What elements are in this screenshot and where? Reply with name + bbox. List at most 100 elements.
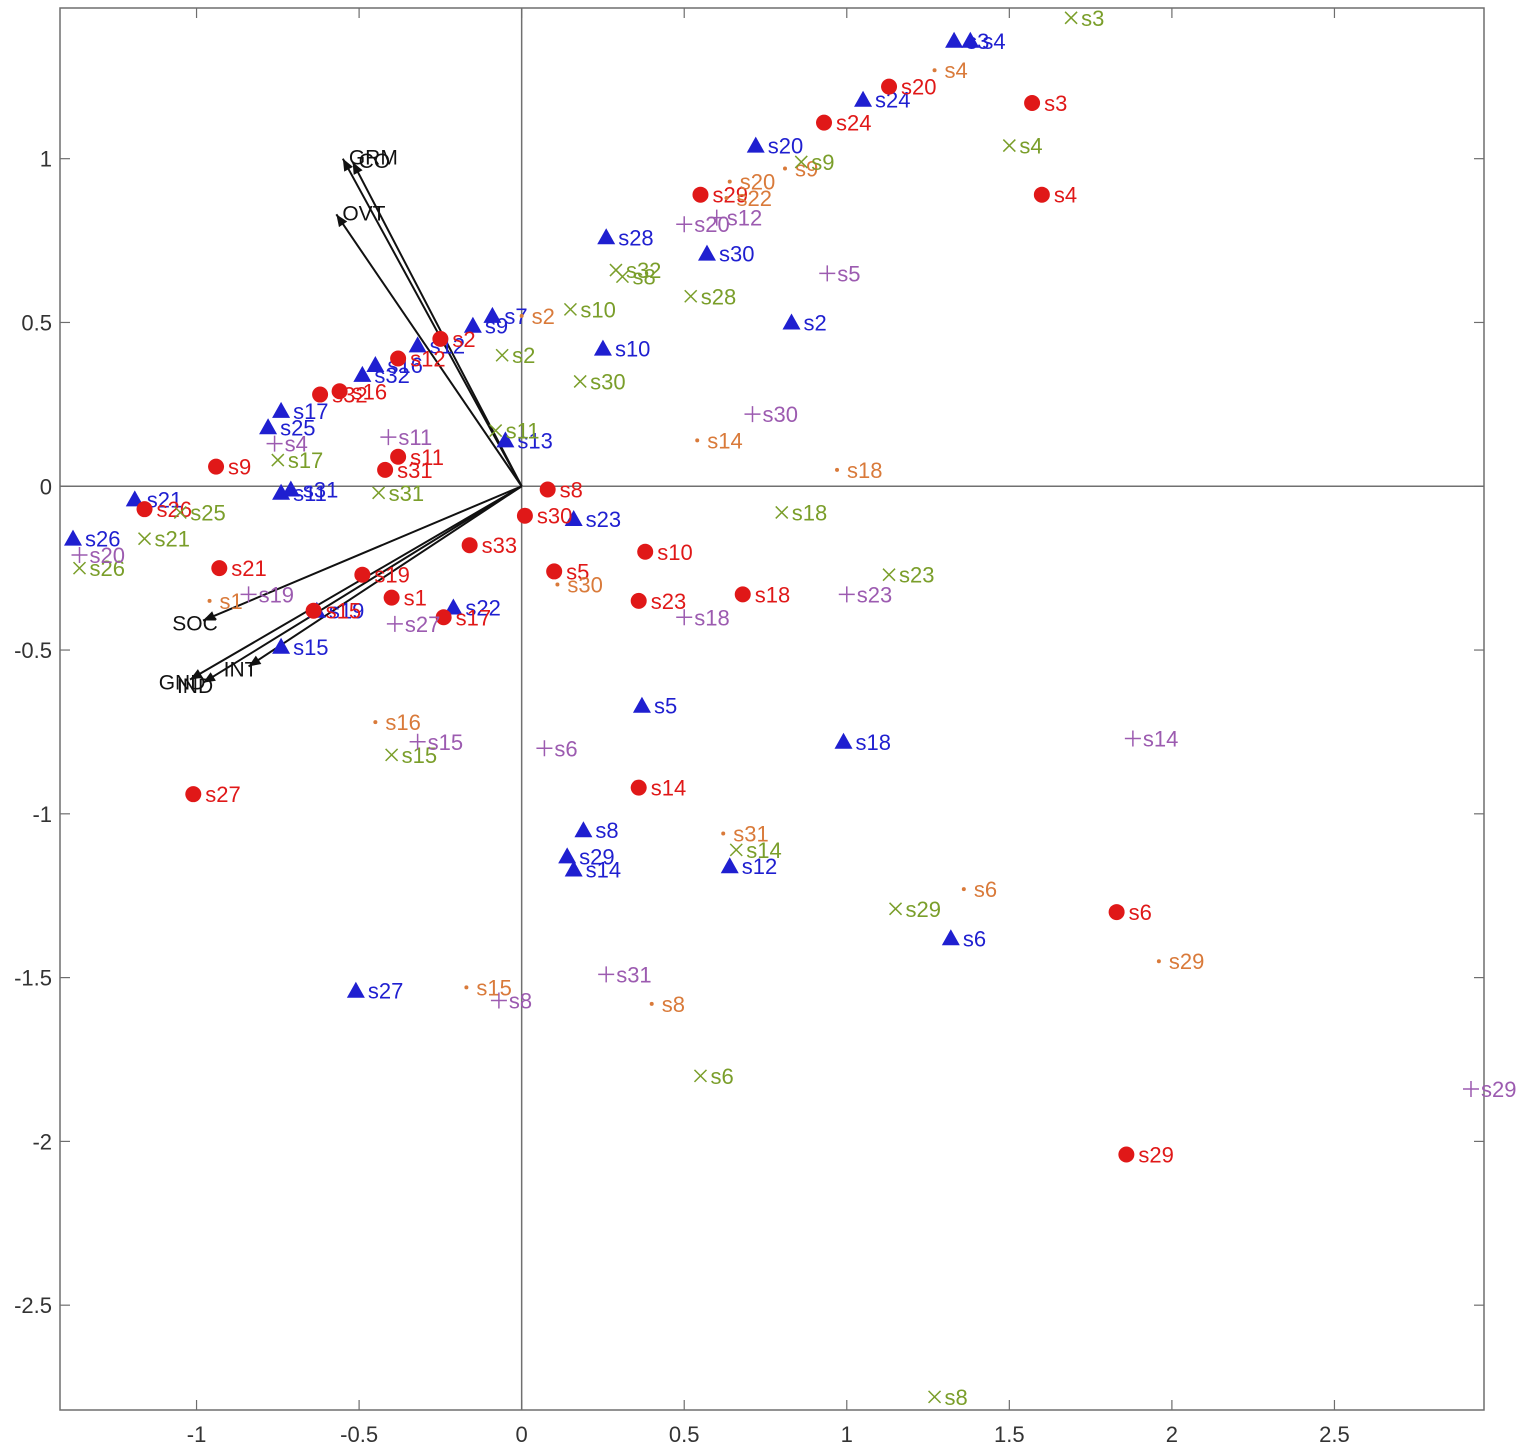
vector-arrow-head: [248, 655, 262, 667]
point-label: s22: [736, 186, 771, 211]
point-label: s6: [1129, 900, 1152, 925]
x-marker: [1002, 139, 1016, 153]
x-marker: [928, 1390, 942, 1404]
triangle-marker: [408, 336, 427, 353]
point-label: s30: [537, 504, 572, 529]
circle-marker: [516, 507, 533, 524]
point-label: s10: [657, 540, 692, 565]
x-marker: [615, 270, 629, 284]
point-label: s10: [615, 337, 650, 362]
x-marker: [271, 453, 285, 467]
plus-marker: [380, 429, 397, 446]
dot-marker: [555, 582, 560, 587]
triangle-marker: [366, 356, 385, 373]
point-label: s3: [1081, 6, 1104, 31]
triangle-marker: [125, 490, 144, 507]
x-marker: [137, 532, 152, 546]
point-label: s15: [476, 975, 511, 1000]
point-label: s21: [231, 556, 266, 581]
dot-marker: [519, 313, 524, 318]
point-label: s6: [554, 736, 577, 761]
point-label: s9: [485, 314, 508, 339]
triangle-marker: [632, 696, 651, 713]
x-marker: [794, 155, 808, 169]
triangle-marker: [782, 313, 801, 330]
triangle-marker: [746, 136, 765, 153]
vector-label: IND: [177, 675, 213, 698]
point-label: s15: [402, 743, 437, 768]
point-label: s11: [410, 445, 444, 470]
x-marker: [72, 561, 87, 575]
triangle-marker: [259, 418, 278, 435]
plus-marker: [240, 586, 257, 603]
circle-marker: [390, 448, 407, 465]
x-marker: [489, 424, 503, 438]
triangle-marker: [483, 306, 502, 323]
point-label: s18: [792, 500, 827, 525]
x-tick-label: 2: [1166, 1422, 1178, 1447]
vector-arrow-head: [336, 214, 348, 228]
dot-marker: [961, 887, 966, 892]
point-label: s25: [280, 415, 315, 440]
triangle-marker: [272, 401, 291, 418]
point-label: s26: [85, 527, 120, 552]
point-label: s19: [259, 582, 294, 607]
point-label: s2: [512, 343, 535, 368]
point-label: s33: [482, 533, 517, 558]
plus-marker: [838, 586, 855, 603]
dot-marker: [207, 598, 212, 603]
point-label: s18: [694, 605, 729, 630]
point-label: s31: [733, 821, 768, 846]
vector-label: SOC: [172, 613, 218, 636]
point-label: s29: [906, 897, 941, 922]
point-label: s29: [1138, 1142, 1173, 1167]
triangle-marker: [593, 339, 612, 356]
vector-arrow-shaft: [202, 485, 523, 622]
x-tick-label: 1.5: [994, 1422, 1025, 1447]
y-tick-label: -2.5: [14, 1293, 52, 1318]
point-label: s18: [856, 730, 891, 755]
circle-marker: [377, 461, 394, 478]
triangle-marker: [496, 431, 515, 448]
dot-marker: [464, 985, 469, 990]
triangle-marker: [834, 732, 853, 749]
y-tick-label: -1: [32, 802, 52, 827]
point-label: s20: [694, 212, 729, 237]
circle-marker: [136, 501, 153, 518]
point-label: s14: [746, 838, 781, 863]
triangle-marker: [697, 244, 716, 261]
point-label: s5: [837, 261, 860, 286]
triangle-marker: [346, 981, 365, 998]
triangle-marker: [281, 480, 300, 497]
point-label: s14: [586, 858, 621, 883]
point-label: s14: [1143, 726, 1178, 751]
x-marker: [563, 302, 577, 316]
point-label: s2: [532, 304, 555, 329]
vector-arrow-shaft: [189, 485, 523, 681]
point-label: s8: [945, 1385, 968, 1410]
point-label: s11: [293, 481, 327, 506]
point-label: s29: [1481, 1077, 1516, 1102]
point-label: s18: [755, 582, 790, 607]
point-label: s29: [579, 844, 614, 869]
dot-marker: [724, 195, 729, 200]
dot-marker: [721, 831, 726, 836]
circle-marker: [816, 114, 833, 131]
point-label: s12: [742, 854, 777, 879]
circle-marker: [630, 779, 647, 796]
plus-marker: [1124, 730, 1141, 747]
point-label: s5: [654, 694, 677, 719]
x-marker: [729, 843, 743, 857]
circle-marker: [539, 481, 556, 498]
point-label: s13: [517, 428, 552, 453]
vector-arrow-shaft: [248, 485, 523, 668]
plus-marker: [708, 209, 725, 226]
point-label: s6: [974, 877, 997, 902]
point-label: s12: [727, 206, 762, 231]
point-label: s17: [456, 605, 491, 630]
triangle-marker: [64, 529, 83, 546]
x-tick-label: -0.5: [340, 1422, 378, 1447]
point-label: s20: [90, 543, 125, 568]
point-label: s11: [506, 419, 540, 444]
vector-arrow-head: [203, 611, 217, 621]
